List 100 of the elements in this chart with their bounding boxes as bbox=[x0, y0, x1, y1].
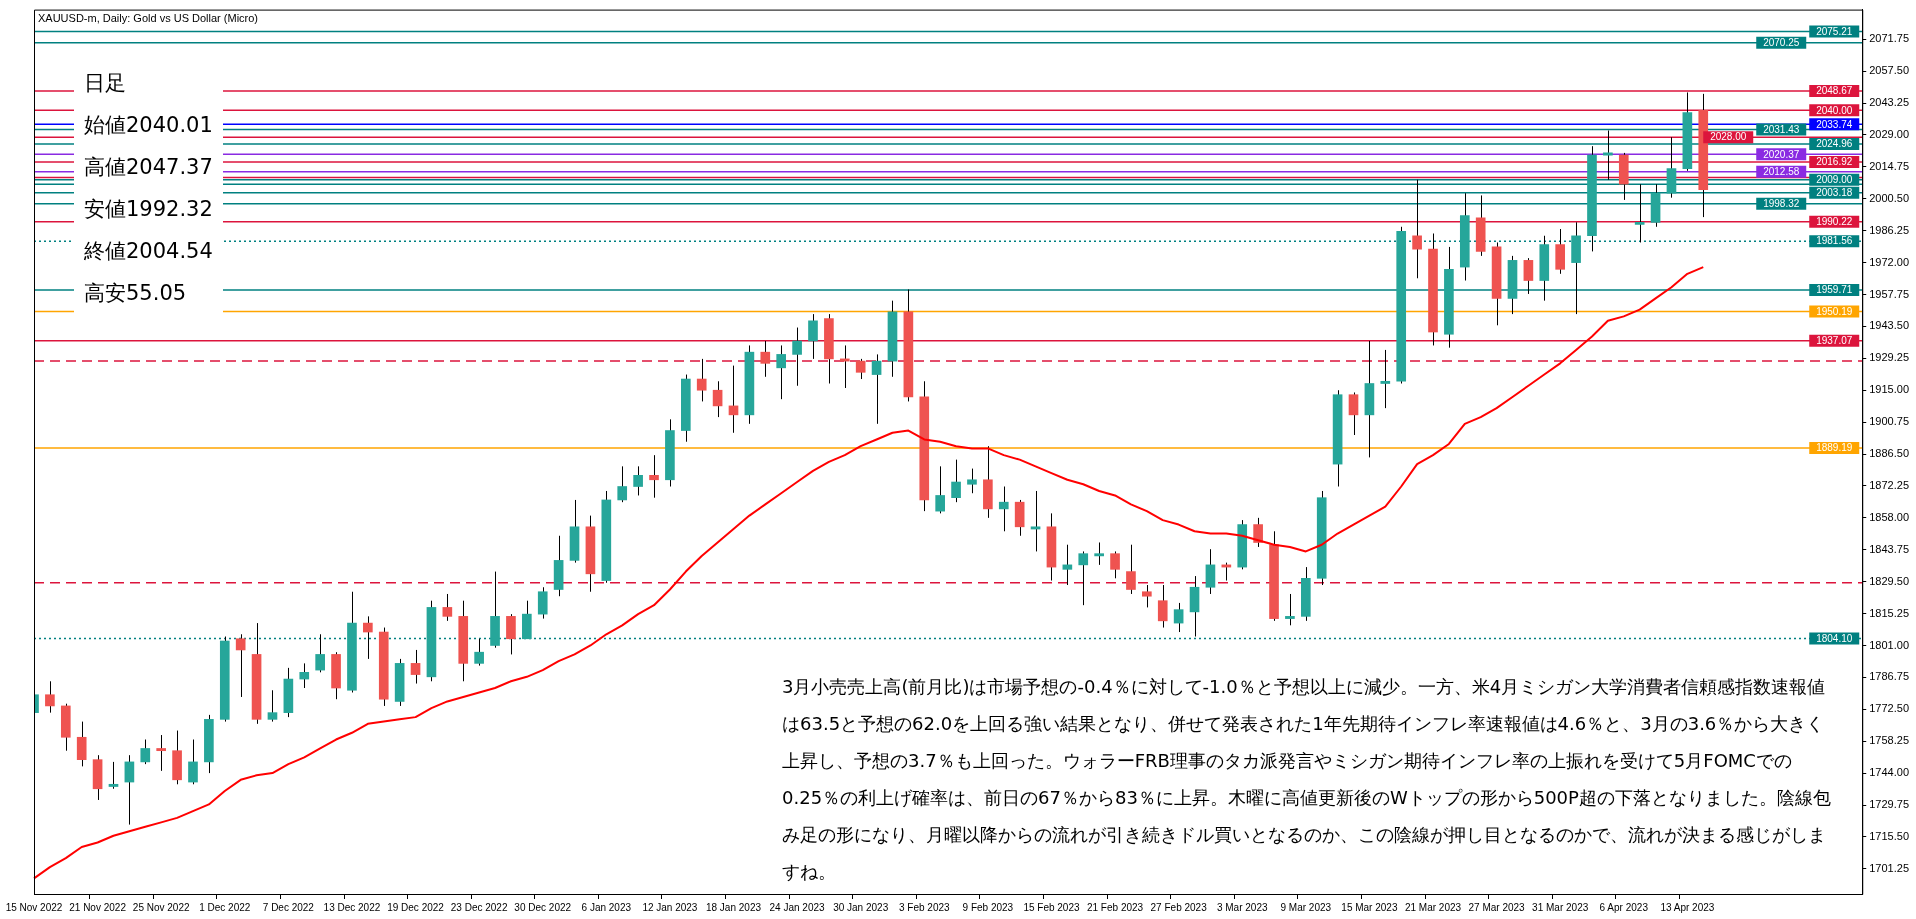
candlestick bbox=[1205, 548, 1216, 595]
annotation: 終値2004.54 bbox=[84, 237, 213, 265]
x-tick-label: 21 Mar 2023 bbox=[1404, 901, 1462, 913]
y-tick-label: 1858.00 bbox=[1869, 510, 1909, 523]
candlestick bbox=[1285, 593, 1295, 626]
candlestick bbox=[1110, 550, 1120, 579]
candlestick bbox=[1062, 544, 1073, 586]
y-tick-label: 1715.50 bbox=[1869, 829, 1909, 842]
x-tick-label: 12 Jan 2023 bbox=[642, 901, 698, 913]
candlestick bbox=[617, 465, 628, 503]
x-tick-label: 30 Jan 2023 bbox=[833, 901, 889, 913]
y-tick-label: 1729.75 bbox=[1869, 798, 1909, 811]
y-tick-label: 2014.75 bbox=[1869, 159, 1909, 172]
candlestick bbox=[712, 380, 723, 418]
candlestick bbox=[1253, 517, 1263, 548]
candlestick bbox=[760, 340, 771, 378]
x-tick-label: 6 Apr 2023 bbox=[1599, 901, 1649, 913]
y-tick-label: 1772.50 bbox=[1869, 702, 1909, 715]
candlestick bbox=[442, 593, 453, 622]
ref-line-label: 1804.10 bbox=[1816, 632, 1853, 644]
y-tick-label: 1744.00 bbox=[1869, 766, 1909, 779]
y-tick-label: 1758.25 bbox=[1869, 734, 1909, 747]
candlestick bbox=[506, 613, 516, 655]
candlestick bbox=[267, 689, 278, 723]
x-tick-label: 1 Dec 2022 bbox=[199, 901, 251, 913]
y-tick-label: 1815.25 bbox=[1869, 606, 1909, 619]
y-tick-label: 1986.25 bbox=[1869, 223, 1909, 236]
y-tick-label: 1900.75 bbox=[1869, 415, 1909, 428]
ref-line-label: 1959.71 bbox=[1816, 284, 1853, 296]
candlestick bbox=[299, 662, 310, 689]
candlestick bbox=[855, 358, 866, 380]
y-tick-label: 2071.75 bbox=[1869, 32, 1909, 45]
candlestick bbox=[474, 638, 484, 667]
y-tick-label: 1872.25 bbox=[1869, 478, 1909, 491]
y-tick-label: 1829.50 bbox=[1869, 574, 1909, 587]
x-tick-label: 15 Mar 2023 bbox=[1341, 901, 1398, 913]
ref-line-label: 2031.43 bbox=[1763, 123, 1800, 135]
ref-line-label: 2070.25 bbox=[1763, 36, 1800, 48]
ref-line-label: 2040.00 bbox=[1816, 104, 1853, 116]
x-tick-label: 7 Dec 2022 bbox=[262, 901, 315, 913]
ref-line-label: 2024.96 bbox=[1816, 138, 1853, 150]
candlestick bbox=[1142, 584, 1152, 608]
y-tick-label: 2029.00 bbox=[1869, 128, 1909, 141]
y-tick-label: 1943.50 bbox=[1869, 319, 1909, 332]
candlestick bbox=[140, 739, 151, 765]
y-tick-label: 1701.25 bbox=[1869, 861, 1909, 874]
y-tick-label: 1886.50 bbox=[1869, 447, 1909, 460]
candlestick bbox=[1412, 179, 1422, 279]
x-tick-label: 15 Feb 2023 bbox=[1023, 901, 1080, 913]
y-tick-label: 1915.00 bbox=[1869, 383, 1909, 396]
ref-line-label: 2003.18 bbox=[1816, 187, 1853, 199]
candlestick bbox=[156, 734, 167, 772]
y-tick-label: 1957.75 bbox=[1869, 287, 1909, 300]
x-tick-label: 24 Jan 2023 bbox=[769, 901, 826, 913]
candlestick bbox=[1348, 391, 1359, 436]
candlestick bbox=[1634, 183, 1645, 243]
annotation: 安値1992.32 bbox=[84, 195, 213, 223]
y-tick-label: 1972.00 bbox=[1869, 255, 1909, 268]
candlestick bbox=[108, 761, 119, 790]
x-tick-label: 31 Mar 2023 bbox=[1532, 901, 1589, 913]
ref-line-label: 2028.00 bbox=[1710, 131, 1747, 143]
candlestick bbox=[124, 754, 135, 826]
candlestick bbox=[1173, 602, 1184, 633]
candlestick bbox=[1078, 550, 1089, 606]
y-tick-label: 2043.25 bbox=[1869, 96, 1909, 109]
candlestick bbox=[1523, 257, 1534, 295]
candlestick bbox=[808, 313, 818, 360]
candlestick bbox=[1030, 490, 1041, 552]
candlestick bbox=[1380, 349, 1391, 409]
x-tick-label: 21 Nov 2022 bbox=[69, 901, 127, 913]
x-tick-label: 23 Dec 2022 bbox=[450, 901, 508, 913]
y-tick-label: 1801.00 bbox=[1869, 638, 1909, 651]
annotation: 高値2047.37 bbox=[84, 153, 213, 181]
candlestick bbox=[792, 327, 802, 387]
x-tick-label: 18 Jan 2023 bbox=[705, 901, 762, 913]
candlestick bbox=[696, 358, 707, 402]
ref-line-label: 1998.32 bbox=[1763, 197, 1800, 209]
candlestick bbox=[776, 344, 787, 400]
x-tick-label: 19 Dec 2022 bbox=[387, 901, 445, 913]
ref-line-label: 1990.22 bbox=[1816, 216, 1853, 228]
ref-line-label: 2033.74 bbox=[1816, 118, 1853, 130]
annotation: 高安55.05 bbox=[84, 279, 188, 307]
candlestick bbox=[935, 465, 945, 514]
y-tick-label: 2057.50 bbox=[1869, 64, 1909, 77]
x-tick-label: 13 Apr 2023 bbox=[1660, 901, 1715, 913]
candlestick bbox=[315, 633, 325, 673]
ref-line-label: 2075.21 bbox=[1816, 25, 1853, 37]
candlestick bbox=[410, 649, 421, 685]
candlestick bbox=[1157, 584, 1168, 629]
x-tick-label: 9 Feb 2023 bbox=[962, 901, 1014, 913]
x-tick-label: 3 Feb 2023 bbox=[898, 901, 950, 913]
x-tick-label: 15 Nov 2022 bbox=[5, 901, 63, 913]
candlestick bbox=[363, 615, 373, 660]
annotation: 日足 bbox=[84, 69, 127, 97]
x-tick-label: 9 Mar 2023 bbox=[1280, 901, 1332, 913]
candlestick bbox=[967, 468, 977, 494]
ref-line-label: 2020.37 bbox=[1763, 148, 1800, 160]
ref-line-label: 2048.67 bbox=[1816, 85, 1853, 97]
candlestick bbox=[998, 486, 1009, 532]
chart-title: XAUUSD-m, Daily: Gold vs US Dollar (Micro) bbox=[38, 11, 259, 24]
